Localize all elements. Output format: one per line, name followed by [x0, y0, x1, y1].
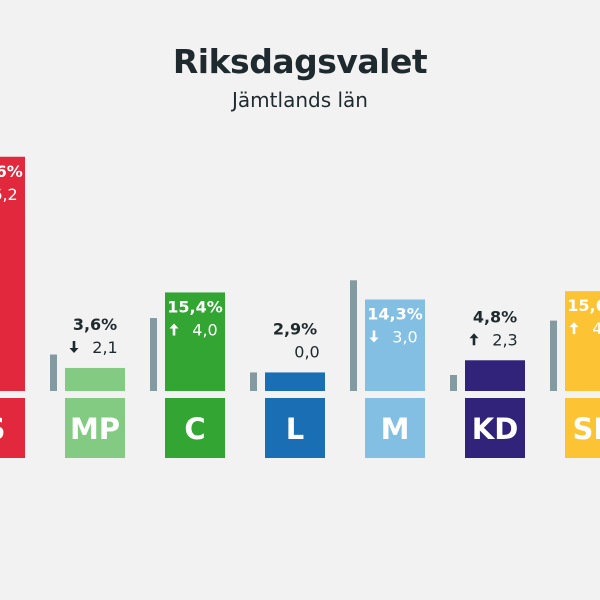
value-label-l: 2,9% — [273, 319, 317, 338]
previous-bar-c — [150, 318, 157, 391]
change-arrow-up-sd — [569, 322, 579, 335]
chart-subtitle: Jämtlands län — [232, 88, 368, 112]
change-label-sd: 4,6 — [592, 319, 600, 338]
party-box-l — [265, 398, 325, 458]
value-label-m: 14,3% — [367, 304, 423, 323]
party-label-c: C — [184, 412, 205, 446]
bar-mp — [65, 367, 125, 391]
value-label-sd: 15,6% — [567, 296, 600, 315]
party-box-c — [165, 398, 225, 458]
chart-title: Riksdagsvalet — [172, 42, 428, 81]
party-box-kd — [465, 398, 525, 458]
value-label-mp: 3,6% — [73, 315, 117, 334]
change-arrow-up-kd — [469, 333, 479, 346]
bar-c — [165, 292, 225, 391]
change-label-kd: 2,3 — [492, 330, 517, 349]
previous-bar-kd — [450, 375, 457, 391]
party-box-m — [365, 398, 425, 458]
bar-m — [365, 299, 425, 391]
change-label-m: 3,0 — [392, 327, 417, 346]
change-arrow-down-m — [369, 330, 379, 343]
party-label-l: L — [286, 412, 304, 446]
bar-s — [0, 156, 25, 391]
value-label-kd: 4,8% — [473, 307, 517, 326]
previous-bar-m — [350, 280, 357, 391]
party-box-mp — [65, 398, 125, 458]
party-box-sd — [565, 398, 600, 458]
party-label-sd: SD — [573, 412, 600, 446]
change-arrow-up-c — [169, 323, 179, 336]
bar-kd — [465, 360, 525, 391]
previous-bar-sd — [550, 320, 557, 391]
previous-bar-l — [250, 372, 257, 391]
change-label-l: 0,0 — [294, 342, 319, 361]
bar-sd — [565, 291, 600, 391]
party-box-s — [0, 398, 25, 458]
party-label-s: S — [0, 412, 5, 446]
change-label-s: 6,2 — [0, 185, 18, 204]
previous-bar-mp — [50, 354, 57, 391]
bar-l — [265, 372, 325, 391]
change-label-c: 4,0 — [192, 320, 217, 339]
party-label-kd: KD — [472, 412, 519, 446]
value-label-s: 36,6% — [0, 162, 23, 181]
party-label-mp: MP — [70, 412, 120, 446]
change-arrow-down-mp — [69, 340, 79, 353]
party-label-m: M — [381, 412, 410, 446]
change-label-mp: 2,1 — [92, 338, 117, 357]
value-label-c: 15,4% — [167, 297, 223, 316]
